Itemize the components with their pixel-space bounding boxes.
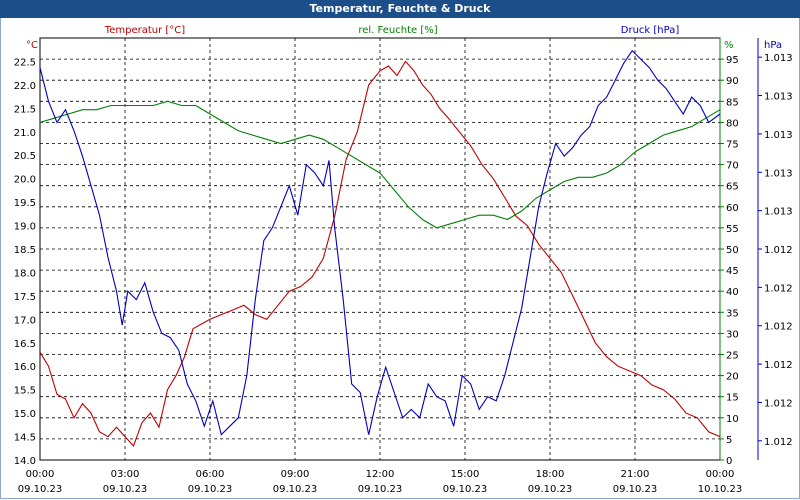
humidity-tick-label: 35 [726, 308, 739, 319]
x-tick-time: 12:00 [366, 469, 395, 480]
humidity-tick-label: 45 [726, 266, 739, 277]
x-tick-time: 00:00 [26, 469, 55, 480]
axes: 00:00 09.10.23 03:00 09.10.23 06:00 09.10.23 0… [14, 38, 793, 495]
pressure-line [39, 49, 721, 436]
temperature-line [39, 60, 721, 447]
humidity-tick-label: 85 [726, 97, 739, 108]
humidity-tick-label: 55 [726, 224, 739, 235]
pressure-tick-label: 1.012 [764, 245, 793, 256]
humidity-tick-label: 0 [726, 456, 732, 467]
temperature-tick-label: 14.0 [14, 456, 36, 467]
plot-area [39, 49, 721, 447]
humidity-line [39, 100, 721, 229]
humidity-tick-label: 25 [726, 351, 739, 362]
humidity-tick-label: 95 [726, 55, 739, 66]
humidity-tick-label: 30 [726, 329, 739, 340]
humidity-tick-label: 10 [726, 414, 739, 425]
temperature-tick-label: 19.5 [14, 198, 36, 209]
temperature-tick-label: 22.0 [14, 81, 36, 92]
pressure-series-label: Druck [hPa] [621, 25, 680, 36]
humidity-tick-label: 60 [726, 203, 739, 214]
x-tick-date: 09.10.23 [273, 484, 318, 495]
chart-title: Temperatur, Feuchte & Druck [0, 0, 800, 18]
x-tick-time: 09:00 [281, 469, 310, 480]
humidity-tick-label: 80 [726, 118, 739, 129]
x-tick-date: 09.10.23 [443, 484, 488, 495]
temperature-tick-label: 21.0 [14, 128, 36, 139]
temperature-tick-label: 17.0 [14, 315, 36, 326]
pressure-tick-label: 1.013 [764, 130, 793, 141]
x-tick-date: 09.10.23 [103, 484, 148, 495]
humidity-tick-label: 65 [726, 182, 739, 193]
x-tick-time: 18:00 [536, 469, 565, 480]
temperature-unit-label: °C [26, 40, 38, 51]
humidity-tick-label: 70 [726, 161, 739, 172]
x-tick-time: 03:00 [111, 469, 140, 480]
x-tick-time: 21:00 [621, 469, 650, 480]
x-tick-date: 09.10.23 [528, 484, 573, 495]
humidity-tick-label: 5 [726, 435, 732, 446]
x-tick-date: 09.10.23 [358, 484, 403, 495]
grid [39, 37, 721, 461]
temperature-tick-label: 14.5 [14, 433, 36, 444]
pressure-tick-label: 1.012 [764, 322, 793, 333]
temperature-tick-label: 21.5 [14, 104, 36, 115]
humidity-tick-label: 20 [726, 372, 739, 383]
humidity-tick-label: 90 [726, 76, 739, 87]
temperature-tick-label: 15.5 [14, 386, 36, 397]
pressure-unit-label: hPa [764, 40, 782, 51]
pressure-tick-label: 1.012 [764, 360, 793, 371]
pressure-tick-label: 1.013 [764, 168, 793, 179]
pressure-tick-label: 1.013 [764, 53, 793, 64]
x-tick-date: 10.10.23 [698, 484, 743, 495]
x-tick-date: 09.10.23 [188, 484, 233, 495]
humidity-tick-label: 15 [726, 393, 739, 404]
x-tick-time: 15:00 [451, 469, 480, 480]
temperature-tick-label: 16.5 [14, 339, 36, 350]
pressure-tick-label: 1.012 [764, 398, 793, 409]
x-tick-time: 00:00 [706, 469, 735, 480]
pressure-tick-label: 1.012 [764, 283, 793, 294]
pressure-tick-label: 1.012 [764, 437, 793, 448]
x-tick-time: 06:00 [196, 469, 225, 480]
temperature-tick-label: 20.5 [14, 151, 36, 162]
temperature-tick-label: 16.0 [14, 362, 36, 373]
humidity-series-label: rel. Feuchte [%] [358, 25, 437, 36]
x-tick-date: 09.10.23 [613, 484, 658, 495]
pressure-tick-label: 1.013 [764, 92, 793, 103]
temperature-tick-label: 19.0 [14, 222, 36, 233]
temperature-tick-label: 20.0 [14, 175, 36, 186]
humidity-unit-label: % [724, 40, 734, 51]
humidity-tick-label: 75 [726, 140, 739, 151]
temperature-tick-label: 15.0 [14, 409, 36, 420]
temperature-tick-label: 22.5 [14, 57, 36, 68]
humidity-tick-label: 50 [726, 245, 739, 256]
pressure-tick-label: 1.013 [764, 207, 793, 218]
temperature-tick-label: 17.5 [14, 292, 36, 303]
x-tick-date: 09.10.23 [18, 484, 63, 495]
temperature-series-label: Temperatur [°C] [104, 25, 185, 36]
temperature-tick-label: 18.5 [14, 245, 36, 256]
temperature-tick-label: 18.0 [14, 268, 36, 279]
humidity-tick-label: 40 [726, 287, 739, 298]
